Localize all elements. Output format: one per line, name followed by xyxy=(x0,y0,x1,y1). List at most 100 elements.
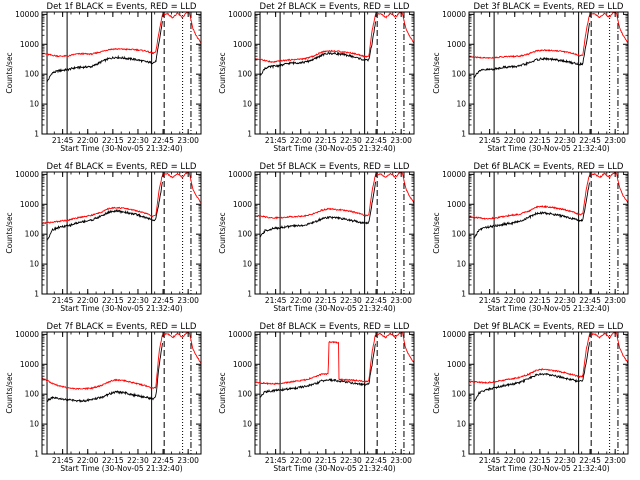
panel-title: Det 2f BLACK = Events, RED = LLD xyxy=(260,2,410,12)
y-axis-label: Counts/sec xyxy=(432,52,441,93)
y-tick-label: 100 xyxy=(452,390,467,399)
y-tick-label: 1 xyxy=(461,130,466,139)
x-tick-label: 22:15 xyxy=(315,136,337,145)
x-tick-label: 22:00 xyxy=(290,296,312,305)
y-tick-label: 100 xyxy=(452,70,467,79)
plot-frame xyxy=(468,11,629,135)
x-tick-label: 22:30 xyxy=(554,456,576,465)
x-axis-label: Start Time (30-Nov-05 21:32:40) xyxy=(487,304,609,313)
y-tick-label: 100 xyxy=(452,230,467,239)
x-tick-label: 21:45 xyxy=(479,456,501,465)
x-tick-label: 23:00 xyxy=(604,296,626,305)
x-axis-label: Start Time (30-Nov-05 21:32:40) xyxy=(60,144,182,153)
y-tick-label: 10 xyxy=(456,260,466,269)
x-axis-label: Start Time (30-Nov-05 21:32:40) xyxy=(487,464,609,473)
y-tick-label: 1000 xyxy=(447,200,466,209)
x-axis-label: Start Time (30-Nov-05 21:32:40) xyxy=(273,304,395,313)
plot-frame xyxy=(41,171,202,295)
detector-panel-4: Det 4f BLACK = Events, RED = LLD 1 10 100 10… xyxy=(5,162,202,313)
events-series-line xyxy=(259,343,376,398)
detector-panel-3: Det 3f BLACK = Events, RED = LLD 1 10 100 10… xyxy=(432,2,629,153)
x-tick-label: 23:00 xyxy=(390,296,412,305)
x-tick-label: 21:45 xyxy=(479,136,501,145)
x-tick-label: 22:45 xyxy=(579,296,601,305)
y-tick-label: 1000 xyxy=(20,200,39,209)
x-tick-label: 21:45 xyxy=(52,136,74,145)
y-tick-label: 100 xyxy=(238,70,253,79)
y-tick-label: 1000 xyxy=(233,360,252,369)
y-tick-label: 10000 xyxy=(442,170,466,179)
x-tick-label: 22:45 xyxy=(152,456,174,465)
x-tick-label: 22:15 xyxy=(529,136,551,145)
detector-panel-9: Det 9f BLACK = Events, RED = LLD 1 10 100 10… xyxy=(432,322,629,473)
lld-series-line xyxy=(469,12,628,60)
y-tick-label: 100 xyxy=(238,390,253,399)
lld-series-line xyxy=(42,332,201,391)
x-tick-label: 22:30 xyxy=(554,136,576,145)
detector-panel-6: Det 6f BLACK = Events, RED = LLD 1 10 100 10… xyxy=(432,162,629,313)
y-tick-label: 1 xyxy=(34,450,39,459)
y-tick-label: 1 xyxy=(247,130,252,139)
x-tick-label: 22:00 xyxy=(504,456,526,465)
x-tick-label: 22:15 xyxy=(102,456,124,465)
panel-title: Det 6f BLACK = Events, RED = LLD xyxy=(474,162,624,172)
x-tick-label: 22:30 xyxy=(127,296,149,305)
y-tick-label: 100 xyxy=(238,230,253,239)
events-series-line xyxy=(259,181,376,238)
lld-series-line xyxy=(255,12,414,64)
y-tick-label: 1 xyxy=(461,290,466,299)
lld-series-line xyxy=(42,12,201,58)
y-tick-label: 10000 xyxy=(228,170,252,179)
x-tick-label: 22:00 xyxy=(290,136,312,145)
y-tick-label: 1000 xyxy=(233,40,252,49)
y-tick-label: 1000 xyxy=(447,360,466,369)
x-axis-label: Start Time (30-Nov-05 21:32:40) xyxy=(487,144,609,153)
x-tick-label: 22:15 xyxy=(529,456,551,465)
events-series-line xyxy=(46,343,163,403)
events-series-line xyxy=(473,22,590,79)
detector-panel-2: Det 2f BLACK = Events, RED = LLD 1 10 100 10… xyxy=(218,2,415,153)
y-axis-label: Counts/sec xyxy=(5,212,14,253)
x-tick-label: 22:15 xyxy=(102,296,124,305)
x-tick-label: 21:45 xyxy=(479,296,501,305)
x-tick-label: 22:15 xyxy=(102,136,124,145)
y-tick-label: 10000 xyxy=(15,330,39,339)
x-tick-label: 22:00 xyxy=(77,456,99,465)
x-tick-label: 22:30 xyxy=(340,296,362,305)
x-axis-label: Start Time (30-Nov-05 21:32:40) xyxy=(273,464,395,473)
lld-series-line xyxy=(42,172,201,225)
y-tick-label: 10000 xyxy=(442,10,466,19)
detector-panel-1: Det 1f BLACK = Events, RED = LLD 1 10 100 10… xyxy=(5,2,202,153)
x-axis-label: Start Time (30-Nov-05 21:32:40) xyxy=(273,144,395,153)
x-tick-label: 22:00 xyxy=(77,136,99,145)
x-tick-label: 22:30 xyxy=(127,456,149,465)
panel-title: Det 7f BLACK = Events, RED = LLD xyxy=(47,322,197,332)
plot-frame xyxy=(41,11,202,135)
y-tick-label: 1 xyxy=(247,290,252,299)
x-axis-label: Start Time (30-Nov-05 21:32:40) xyxy=(60,464,182,473)
x-tick-label: 22:15 xyxy=(315,296,337,305)
lld-series-line xyxy=(255,332,414,386)
y-axis-label: Counts/sec xyxy=(218,372,227,413)
y-tick-label: 1 xyxy=(461,450,466,459)
x-tick-label: 23:00 xyxy=(177,136,199,145)
y-axis-label: Counts/sec xyxy=(432,212,441,253)
panel-title: Det 4f BLACK = Events, RED = LLD xyxy=(47,162,197,172)
x-tick-label: 22:30 xyxy=(127,136,149,145)
x-tick-label: 22:45 xyxy=(365,296,387,305)
y-axis-label: Counts/sec xyxy=(218,52,227,93)
y-tick-label: 10 xyxy=(456,420,466,429)
y-tick-label: 100 xyxy=(25,230,40,239)
x-tick-label: 23:00 xyxy=(604,456,626,465)
x-tick-label: 21:45 xyxy=(265,456,287,465)
plot-frame xyxy=(254,331,415,455)
y-tick-label: 1000 xyxy=(233,200,252,209)
y-tick-label: 100 xyxy=(25,390,40,399)
events-series-line xyxy=(473,182,590,240)
x-tick-label: 22:00 xyxy=(504,296,526,305)
y-axis-label: Counts/sec xyxy=(432,372,441,413)
events-series-line xyxy=(473,342,590,402)
detector-panel-5: Det 5f BLACK = Events, RED = LLD 1 10 100 10… xyxy=(218,162,415,313)
x-tick-label: 22:00 xyxy=(504,136,526,145)
y-tick-label: 10 xyxy=(29,100,39,109)
